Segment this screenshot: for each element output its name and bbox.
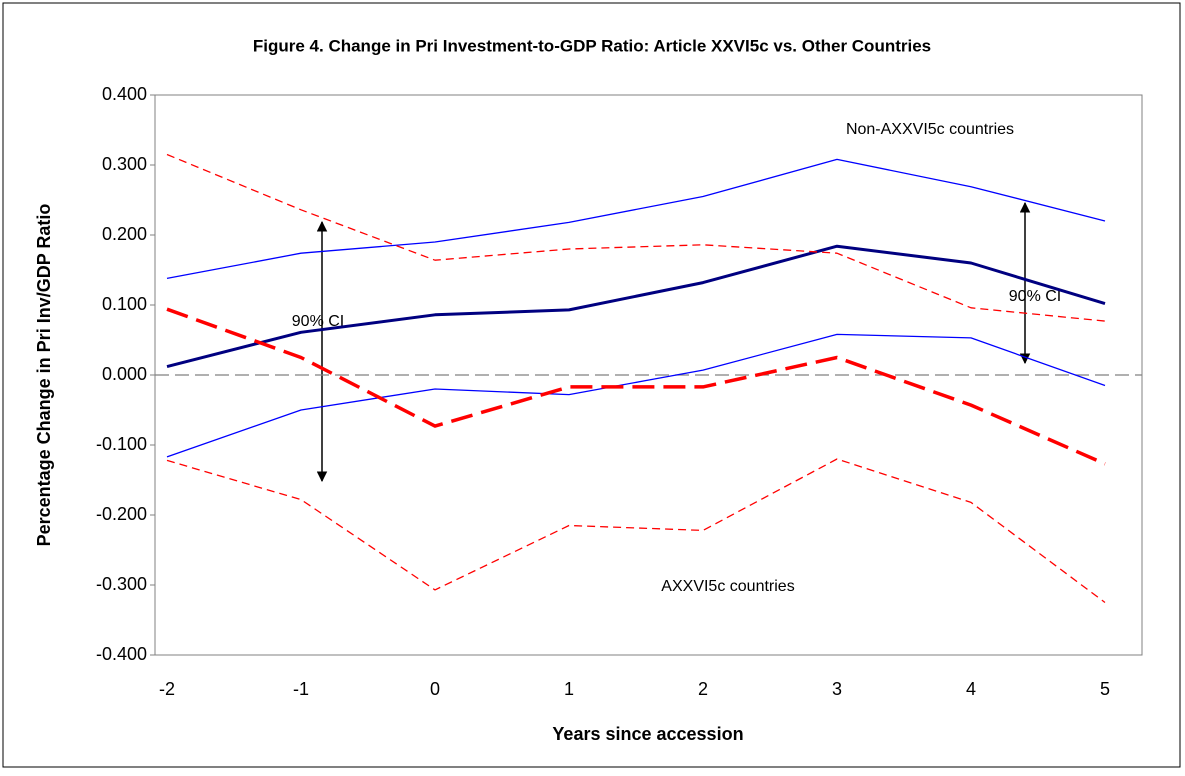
x-tick-label: -1 [293, 679, 309, 699]
series-line [166, 158, 1106, 280]
y-tick-label: 0.400 [102, 84, 147, 104]
x-axis-label: Years since accession [552, 724, 743, 744]
y-tick-label: -0.100 [96, 434, 147, 454]
x-tick-label: 2 [698, 679, 708, 699]
x-tick-label: 0 [430, 679, 440, 699]
chart-title: Figure 4. Change in Pri Investment-to-GD… [253, 36, 931, 55]
annotation: AXXVI5c countries [661, 578, 794, 595]
y-tick-label: 0.200 [102, 224, 147, 244]
y-tick-label: -0.200 [96, 504, 147, 524]
x-tick-label: 4 [966, 679, 976, 699]
x-tick-label: 3 [832, 679, 842, 699]
series-line [166, 153, 1106, 322]
series-line [166, 244, 1106, 369]
series-line [166, 333, 1106, 458]
annotation: Non-AXXVI5c countries [846, 121, 1014, 138]
y-tick-label: 0.300 [102, 154, 147, 174]
x-tick-label: 5 [1100, 679, 1110, 699]
y-axis-label: Percentage Change in Pri Inv/GDP Ratio [34, 204, 54, 547]
y-tick-label: -0.300 [96, 574, 147, 594]
x-tick-label: -2 [159, 679, 175, 699]
series-line [166, 307, 1106, 466]
y-tick-label: 0.000 [102, 364, 147, 384]
annotation: 90% CI [1009, 288, 1061, 305]
x-tick-label: 1 [564, 679, 574, 699]
y-tick-label: 0.100 [102, 294, 147, 314]
y-tick-label: -0.400 [96, 644, 147, 664]
